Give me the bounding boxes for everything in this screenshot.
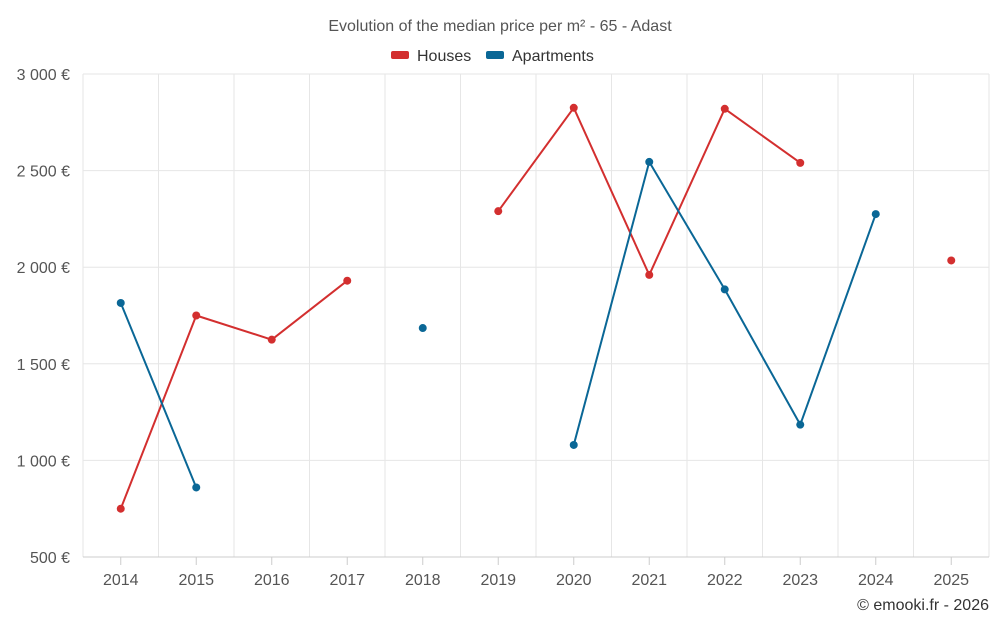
grid <box>82 73 990 557</box>
apartments-series-line <box>119 301 198 489</box>
houses-legend-label: Houses <box>417 48 471 65</box>
axes: 500 € 1 000 € 1 500 € 2 000 € 2 500 € 3 000 €… <box>17 67 989 589</box>
apartments-point <box>569 440 578 449</box>
apartments-point <box>871 210 880 219</box>
houses-series-line <box>119 279 349 510</box>
y-tick-label: 1 000 € <box>17 453 70 470</box>
houses-point <box>343 276 352 285</box>
houses-point <box>116 504 125 513</box>
series-layer <box>116 103 956 513</box>
apartments-legend-label: Apartments <box>512 48 594 65</box>
houses-point <box>720 104 729 113</box>
houses-point <box>267 335 276 344</box>
apartments-series-line <box>572 160 877 446</box>
apartments-point <box>418 324 427 333</box>
apartments-point <box>645 157 654 166</box>
legend: Houses Apartments <box>391 48 594 65</box>
x-tick-label: 2024 <box>858 572 894 589</box>
y-tick-label: 2 000 € <box>17 260 70 277</box>
credit-text: © emooki.fr - 2026 <box>857 597 989 614</box>
chart-title: Evolution of the median price per m² - 6… <box>328 18 672 35</box>
x-tick-label: 2018 <box>405 572 441 589</box>
y-tick-label: 1 500 € <box>17 357 70 374</box>
houses-series-line <box>497 106 802 276</box>
houses-point <box>494 207 503 216</box>
x-tick-label: 2017 <box>329 572 365 589</box>
x-tick-label: 2016 <box>254 572 290 589</box>
apartments-point <box>796 420 805 429</box>
houses-point <box>796 158 805 167</box>
apartments-legend-swatch <box>486 51 504 59</box>
apartments-point <box>116 298 125 307</box>
apartments-point <box>720 285 729 294</box>
houses-point <box>569 103 578 112</box>
apartments-point <box>192 483 201 492</box>
x-tick-label: 2023 <box>782 572 818 589</box>
x-tick-label: 2019 <box>480 572 516 589</box>
x-tick-label: 2014 <box>103 572 139 589</box>
y-tick-label: 2 500 € <box>17 164 70 181</box>
x-tick-label: 2015 <box>178 572 214 589</box>
x-tick-label: 2022 <box>707 572 743 589</box>
x-tick-label: 2025 <box>933 572 969 589</box>
houses-legend-swatch <box>391 51 409 59</box>
x-tick-label: 2021 <box>631 572 667 589</box>
y-tick-label: 3 000 € <box>17 67 70 84</box>
houses-point <box>192 311 201 320</box>
houses-point <box>947 256 956 265</box>
y-tick-label: 500 € <box>30 550 70 567</box>
houses-point <box>645 270 654 279</box>
x-tick-label: 2020 <box>556 572 592 589</box>
